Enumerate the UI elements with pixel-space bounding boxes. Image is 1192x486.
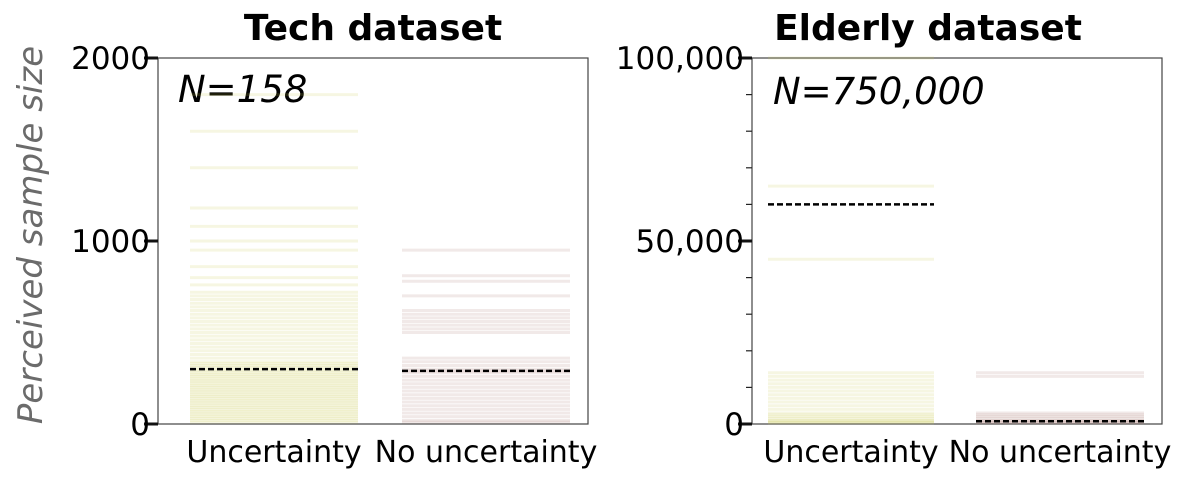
panel-tech-dataset: Tech dataset N=158 0 1000 2000 Uncertainty No … bbox=[71, 8, 597, 470]
y-tick-label: 100,000 bbox=[616, 41, 744, 77]
sample-size-annotation: N=750,000 bbox=[773, 70, 985, 113]
y-tick-label: 50,000 bbox=[636, 224, 744, 260]
x-category-label: No uncertainty bbox=[375, 435, 598, 470]
chart-title: Elderly dataset bbox=[774, 8, 1082, 49]
panel-elderly-dataset: Elderly dataset N=750,000 0 50,000 100,000 Un… bbox=[616, 8, 1172, 470]
x-category-label: Uncertainty bbox=[186, 435, 361, 470]
y-tick-label: 1000 bbox=[71, 224, 150, 260]
x-category-label: Uncertainty bbox=[763, 435, 938, 470]
y-tick-label: 2000 bbox=[71, 41, 150, 77]
y-tick-label: 0 bbox=[724, 407, 744, 443]
y-axis-label: Perceived sample size bbox=[11, 46, 51, 424]
sample-size-annotation: N=158 bbox=[178, 68, 307, 111]
chart-title: Tech dataset bbox=[244, 8, 502, 49]
x-category-label: No uncertainty bbox=[949, 435, 1172, 470]
y-tick-label: 0 bbox=[130, 407, 150, 443]
